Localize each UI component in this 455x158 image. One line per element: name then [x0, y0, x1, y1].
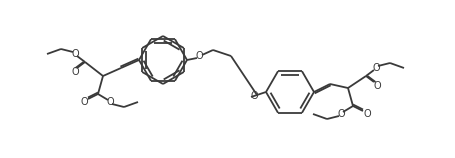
Text: O: O — [372, 81, 380, 91]
Text: O: O — [71, 49, 79, 59]
Text: O: O — [80, 97, 88, 107]
Text: O: O — [336, 109, 344, 119]
Text: O: O — [195, 51, 202, 61]
Text: O: O — [371, 63, 379, 73]
Text: O: O — [106, 97, 114, 107]
Text: O: O — [362, 109, 370, 119]
Text: O: O — [250, 91, 257, 101]
Text: O: O — [71, 67, 79, 77]
